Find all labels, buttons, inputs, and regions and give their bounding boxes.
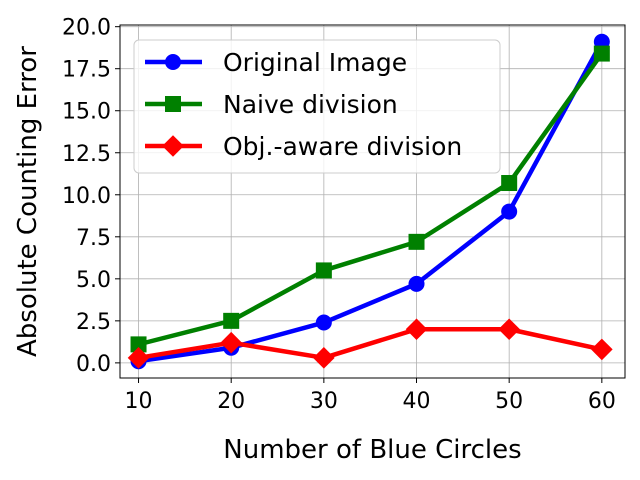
series-line xyxy=(138,40,604,364)
x-tick-label: 50 xyxy=(495,389,523,414)
data-point xyxy=(591,338,613,361)
data-point xyxy=(408,275,425,292)
legend-box xyxy=(133,39,501,174)
axis-ticks: 10 20 30 40 50 60 0.0 2.5 5.0 7.5 10.0 12.5 15.0 17.5… xyxy=(62,16,616,414)
x-axis-label: Number of Blue Circles xyxy=(223,435,521,465)
series-obj-aware-division xyxy=(127,318,613,369)
legend-marker xyxy=(165,54,181,70)
y-tick-label: 15.0 xyxy=(62,100,111,125)
legend-label: Original Image xyxy=(223,48,407,77)
legend-item: Naive division xyxy=(145,90,398,119)
data-point xyxy=(593,45,610,62)
x-tick-label: 10 xyxy=(125,389,153,414)
legend-marker xyxy=(165,96,181,112)
data-point xyxy=(127,347,150,369)
series-naive-division xyxy=(130,45,610,353)
data-point xyxy=(220,331,242,354)
y-tick-label: 12.5 xyxy=(62,142,111,167)
y-tick-label: 7.5 xyxy=(76,226,111,251)
data-point xyxy=(408,233,425,250)
legend-item: Obj.-aware division xyxy=(145,132,462,161)
data-point xyxy=(130,336,147,353)
y-tick-label: 10.0 xyxy=(62,184,111,209)
legend-item: Original Image xyxy=(145,48,407,77)
data-point xyxy=(223,312,240,329)
x-tick-label: 60 xyxy=(588,389,616,414)
y-axis-label: Absolute Counting Error xyxy=(13,46,43,357)
y-tick-label: 0.0 xyxy=(76,352,111,377)
plot-frame xyxy=(119,24,626,379)
series-layer xyxy=(127,33,613,370)
x-tick-label: 30 xyxy=(310,389,338,414)
y-tick-label: 2.5 xyxy=(76,310,111,335)
x-tick-label: 40 xyxy=(403,389,431,414)
legend-label: Obj.-aware division xyxy=(223,132,462,161)
data-point xyxy=(315,314,332,331)
legend-label: Naive division xyxy=(223,90,398,119)
data-point xyxy=(315,262,332,279)
x-tick-label: 20 xyxy=(217,389,245,414)
data-point xyxy=(501,175,518,192)
series-line xyxy=(137,52,604,347)
data-point xyxy=(501,203,518,220)
data-point xyxy=(405,318,428,341)
legend-marker xyxy=(162,135,184,157)
series-line xyxy=(138,327,603,361)
legend: Original Image Naive division Obj.-aware d… xyxy=(133,39,501,174)
data-point xyxy=(313,347,335,369)
y-tick-label: 20.0 xyxy=(62,16,111,41)
y-tick-label: 17.5 xyxy=(62,58,111,83)
y-tick-label: 5.0 xyxy=(76,268,111,293)
data-point xyxy=(498,318,520,341)
